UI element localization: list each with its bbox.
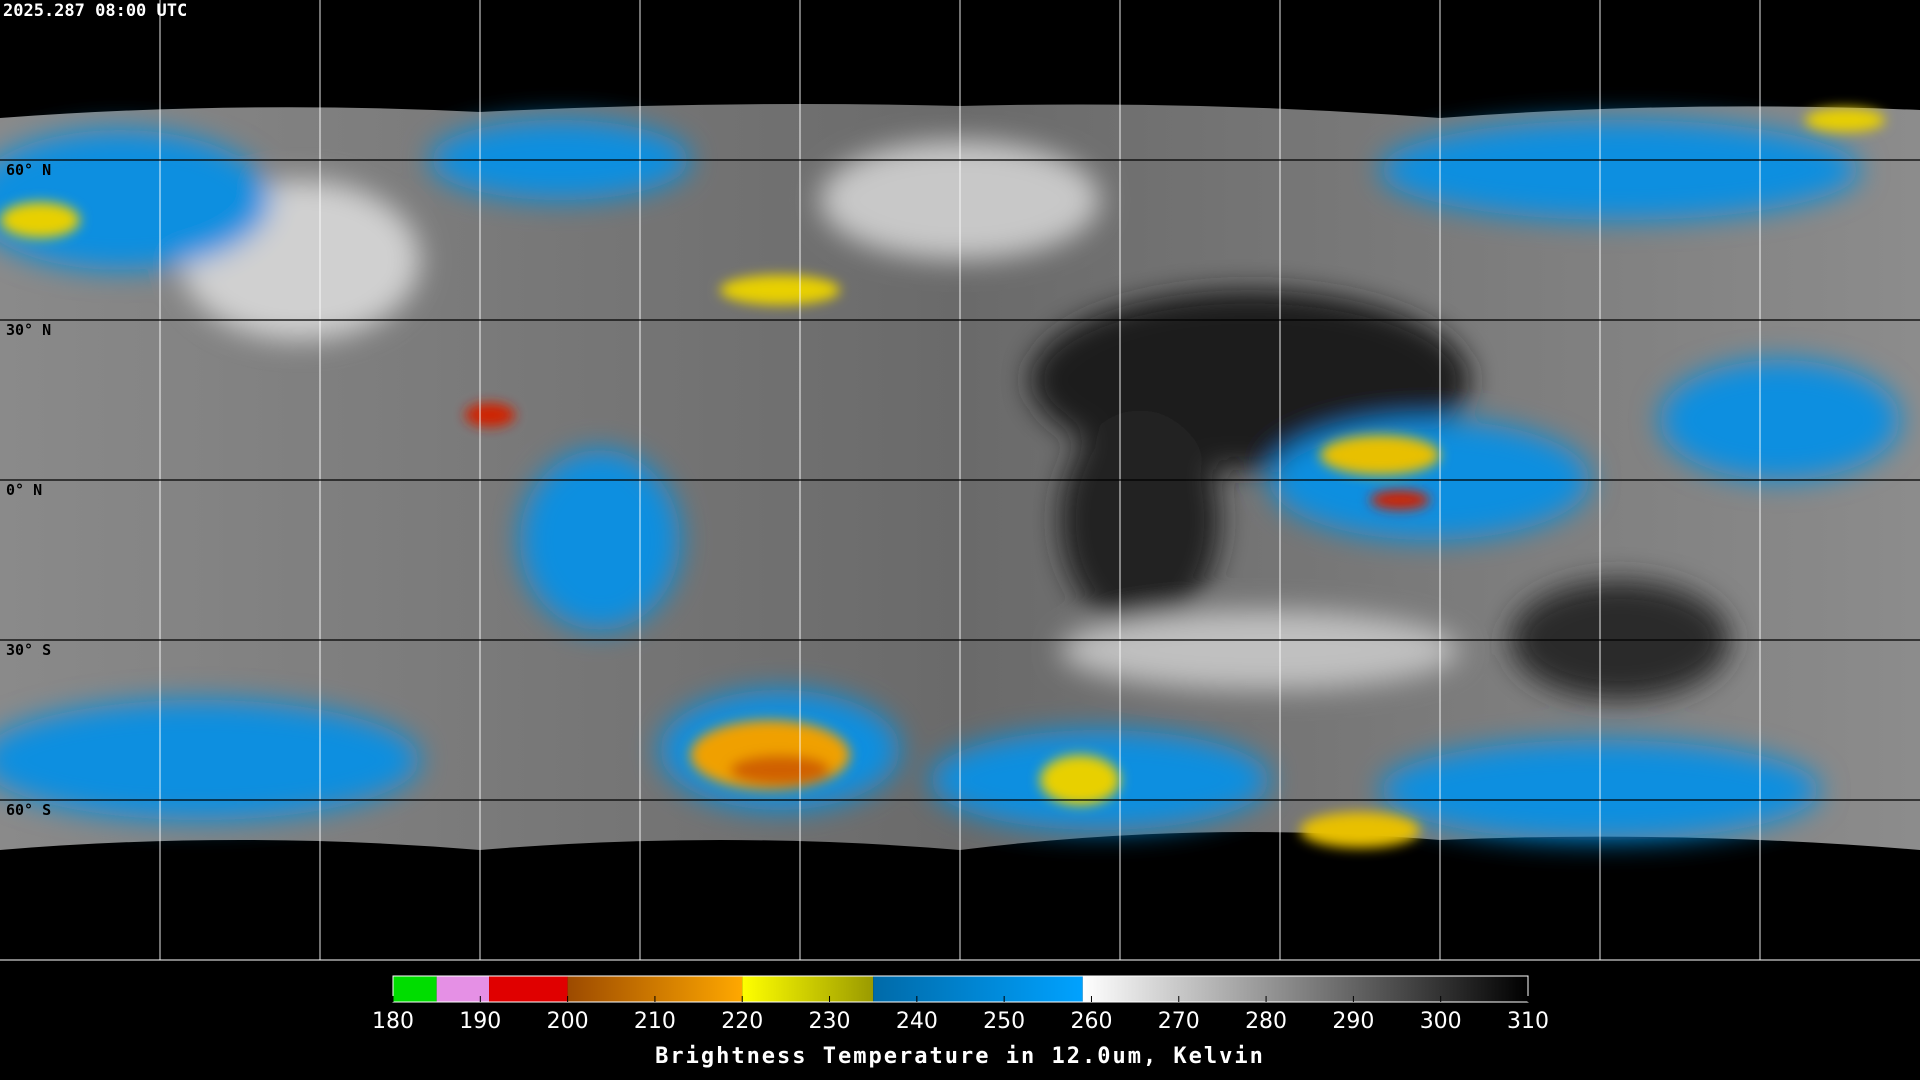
colorbar-segment (393, 976, 437, 1002)
colorbar-tick-label: 270 (1158, 1009, 1200, 1034)
colorbar-segment (489, 976, 568, 1002)
colorbar-tick-label: 290 (1332, 1009, 1374, 1034)
latitude-label: 60° S (6, 801, 51, 819)
cold-cloud-cores (0, 108, 1885, 848)
latitude-label: 30° N (6, 321, 51, 339)
colorbar-tick-label: 180 (372, 1009, 414, 1034)
colorbar-tick-label: 210 (634, 1009, 676, 1034)
latitude-label: 60° N (6, 161, 51, 179)
colorbar-tick-label: 260 (1070, 1009, 1112, 1034)
latitude-labels: 60° N 30° N 0° N 30° S 60° S (6, 161, 51, 819)
colorbar-segment (873, 976, 1083, 1002)
colorbar-tick-label: 250 (983, 1009, 1025, 1034)
timestamp: 2025.287 08:00 UTC (3, 1, 187, 21)
graticule (0, 0, 1920, 961)
colorbar: 180 190 200 210 220 230 240 250 260 270 280 290 300 3… (372, 975, 1549, 1034)
colorbar-tick-label: 280 (1245, 1009, 1287, 1034)
colorbar-tick-label: 230 (809, 1009, 851, 1034)
colorbar-tick-label: 310 (1507, 1009, 1549, 1034)
colorbar-tick-label: 190 (459, 1009, 501, 1034)
colorbar-segment (436, 976, 490, 1002)
latitude-label: 30° S (6, 641, 51, 659)
colorbar-tick-label: 300 (1420, 1009, 1462, 1034)
latitude-label: 0° N (6, 481, 42, 499)
colorbar-segment (742, 976, 874, 1002)
colorbar-title: Brightness Temperature in 12.0um, Kelvin (655, 1044, 1265, 1069)
colorbar-frame (392, 975, 1529, 1003)
colorbar-segment (1082, 976, 1528, 1002)
colorbar-tick-label: 240 (896, 1009, 938, 1034)
colorbar-tick-label: 200 (547, 1009, 589, 1034)
colorbar-tick-label: 220 (721, 1009, 763, 1034)
